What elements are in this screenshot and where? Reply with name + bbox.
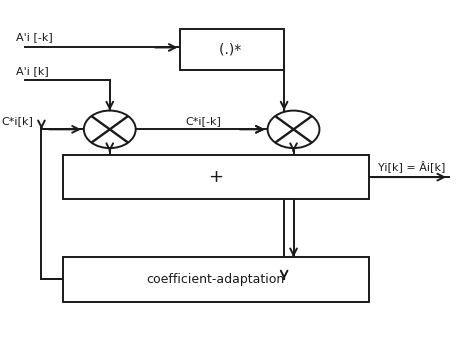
Bar xyxy=(63,155,369,199)
Text: A'i [k]: A'i [k] xyxy=(16,66,48,76)
Text: Yi[k] = Âi[k]: Yi[k] = Âi[k] xyxy=(378,160,446,172)
Text: C*i[k]: C*i[k] xyxy=(1,116,33,126)
Circle shape xyxy=(268,110,319,148)
Bar xyxy=(63,257,369,302)
Text: C*i[-k]: C*i[-k] xyxy=(185,116,221,126)
Text: (.)*: (.)* xyxy=(219,42,246,56)
Text: coefficient-adaptation: coefficient-adaptation xyxy=(146,273,285,286)
Text: +: + xyxy=(208,168,223,186)
Circle shape xyxy=(84,110,136,148)
Text: A'i [-k]: A'i [-k] xyxy=(16,32,52,42)
Bar xyxy=(181,29,284,69)
